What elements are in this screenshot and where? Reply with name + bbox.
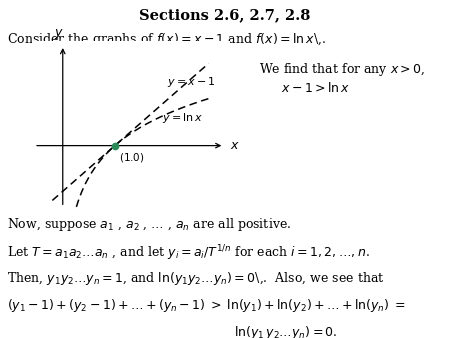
Text: $y$: $y$ [54,27,63,42]
Text: Then, $y_1 y_2 \ldots y_n = 1$, and $\ln(y_1 y_2 \ldots y_n) = 0$\,.  Also, we s: Then, $y_1 y_2 \ldots y_n = 1$, and $\ln… [7,270,384,287]
Text: Let $T = a_1 a_2 \ldots a_n$ , and let $y_i = a_i / T^{1/n}$ for each $i = 1, 2,: Let $T = a_1 a_2 \ldots a_n$ , and let $… [7,243,369,263]
Text: $x - 1 > \ln x$: $x - 1 > \ln x$ [281,81,351,95]
Text: We find that for any $x > 0$,: We find that for any $x > 0$, [259,61,425,78]
Text: Now, suppose $a_1$ , $a_2$ , $\ldots$ , $a_n$ are all positive.: Now, suppose $a_1$ , $a_2$ , $\ldots$ , … [7,216,291,233]
Text: $\ln(y_1\, y_2 \ldots y_n) = 0$.: $\ln(y_1\, y_2 \ldots y_n) = 0$. [234,324,338,338]
Text: Consider the graphs of $f(x) = x - 1$ and $f(x) = \ln x$\,.: Consider the graphs of $f(x) = x - 1$ an… [7,31,326,48]
Text: $y = \ln x$: $y = \ln x$ [162,111,203,125]
Text: $(1.0)$: $(1.0)$ [119,151,145,164]
Text: Sections 2.6, 2.7, 2.8: Sections 2.6, 2.7, 2.8 [140,8,310,22]
Text: $(y_1 - 1) + (y_2 - 1) + \ldots + (y_n - 1)\; > \;\ln(y_1) + \ln(y_2) + \ldots +: $(y_1 - 1) + (y_2 - 1) + \ldots + (y_n -… [7,297,405,314]
Text: $y = x - 1$: $y = x - 1$ [167,74,216,89]
Text: $x$: $x$ [230,139,239,152]
